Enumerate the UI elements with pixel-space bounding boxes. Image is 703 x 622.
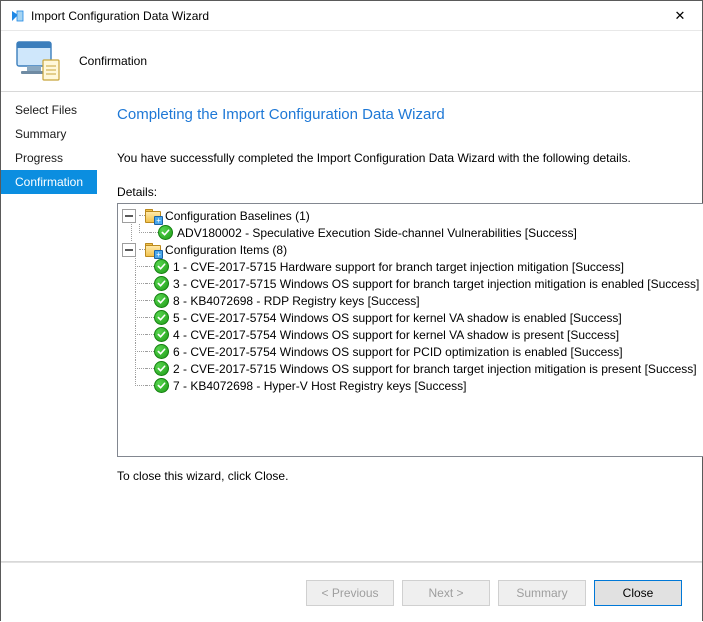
summary-button: Summary [498,580,586,606]
tree-connector [126,258,146,275]
tree-item[interactable]: 4 - CVE-2017-5754 Windows OS support for… [118,326,703,343]
sidebar: Select Files Summary Progress Confirmati… [1,92,97,561]
success-icon [154,327,169,342]
tree-group-label: Configuration Baselines (1) [165,209,310,223]
tree-item[interactable]: ADV180002 - Speculative Execution Side-c… [118,224,703,241]
folder-icon: + [145,209,161,223]
tree-connector [126,326,146,343]
app-icon [9,8,25,24]
tree-connector [118,360,126,377]
success-icon [154,293,169,308]
tree-connector [118,309,126,326]
tree-connector [118,377,126,394]
success-icon [154,310,169,325]
titlebar: Import Configuration Data Wizard ✕ [1,1,702,31]
tree-connector [118,292,126,309]
tree-connector [126,292,146,309]
tree-connector [118,343,126,360]
tree-item-label: ADV180002 - Speculative Execution Side-c… [177,226,577,240]
tree-connector [126,377,146,394]
collapse-icon[interactable] [122,243,136,257]
tree-connector [150,224,158,241]
tree-connector [126,275,146,292]
tree-connector [118,258,126,275]
close-button[interactable]: Close [594,580,682,606]
sidebar-item-summary[interactable]: Summary [1,122,97,146]
tree-item[interactable]: 3 - CVE-2017-5715 Windows OS support for… [118,275,703,292]
details-treeview[interactable]: + Configuration Baselines (1) ADV180002 … [117,203,703,457]
window-close-button[interactable]: ✕ [658,1,702,31]
tree-item[interactable]: 8 - KB4072698 - RDP Registry keys [Succe… [118,292,703,309]
tree-item[interactable]: 2 - CVE-2017-5715 Windows OS support for… [118,360,703,377]
tree-connector [126,343,146,360]
collapse-icon[interactable] [122,209,136,223]
tree-group[interactable]: + Configuration Baselines (1) [118,207,703,224]
tree-item-label: 8 - KB4072698 - RDP Registry keys [Succe… [173,294,420,308]
tree-connector [146,377,154,394]
success-icon [154,276,169,291]
previous-button: < Previous [306,580,394,606]
tree-connector [122,224,130,241]
sidebar-item-confirmation[interactable]: Confirmation [1,170,97,194]
wizard-header: Confirmation [1,31,702,91]
details-label: Details: [117,185,703,199]
tree-connector [126,309,146,326]
sidebar-item-select-files[interactable]: Select Files [1,98,97,122]
tree-item-label: 6 - CVE-2017-5754 Windows OS support for… [173,345,623,359]
tree-group-label: Configuration Items (8) [165,243,287,257]
success-icon [154,378,169,393]
intro-text: You have successfully completed the Impo… [117,151,703,165]
tree-connector [146,292,154,309]
tree-connector [118,275,126,292]
success-icon [158,225,173,240]
tree-connector [118,326,126,343]
sidebar-item-progress[interactable]: Progress [1,146,97,170]
main-panel: Completing the Import Configuration Data… [97,92,703,561]
tree-item[interactable]: 7 - KB4072698 - Hyper-V Host Registry ke… [118,377,703,394]
tree-item[interactable]: 5 - CVE-2017-5754 Windows OS support for… [118,309,703,326]
success-icon [154,361,169,376]
body: Select Files Summary Progress Confirmati… [1,92,702,561]
tree-item-label: 4 - CVE-2017-5754 Windows OS support for… [173,328,619,342]
wizard-footer: < Previous Next > Summary Close [1,562,702,622]
tree-item-label: 2 - CVE-2017-5715 Windows OS support for… [173,362,697,376]
window-title: Import Configuration Data Wizard [31,9,658,23]
tree-connector [146,309,154,326]
success-icon [154,344,169,359]
tree-item[interactable]: 6 - CVE-2017-5754 Windows OS support for… [118,343,703,360]
tree-item-label: 1 - CVE-2017-5715 Hardware support for b… [173,260,624,274]
page-heading: Completing the Import Configuration Data… [117,106,703,123]
close-hint: To close this wizard, click Close. [117,469,703,483]
success-icon [154,259,169,274]
tree-item-label: 3 - CVE-2017-5715 Windows OS support for… [173,277,699,291]
tree-connector [146,343,154,360]
wizard-header-icon [13,38,63,84]
tree-connector [146,326,154,343]
next-button: Next > [402,580,490,606]
tree-connector [146,275,154,292]
tree-connector [146,360,154,377]
tree-connector [146,258,154,275]
wizard-step-title: Confirmation [79,54,147,68]
tree-connector [126,360,146,377]
tree-connector [130,224,150,241]
tree-item[interactable]: 1 - CVE-2017-5715 Hardware support for b… [118,258,703,275]
tree-item-label: 7 - KB4072698 - Hyper-V Host Registry ke… [173,379,466,393]
tree-item-label: 5 - CVE-2017-5754 Windows OS support for… [173,311,622,325]
folder-icon: + [145,243,161,257]
tree-group[interactable]: + Configuration Items (8) [118,241,703,258]
